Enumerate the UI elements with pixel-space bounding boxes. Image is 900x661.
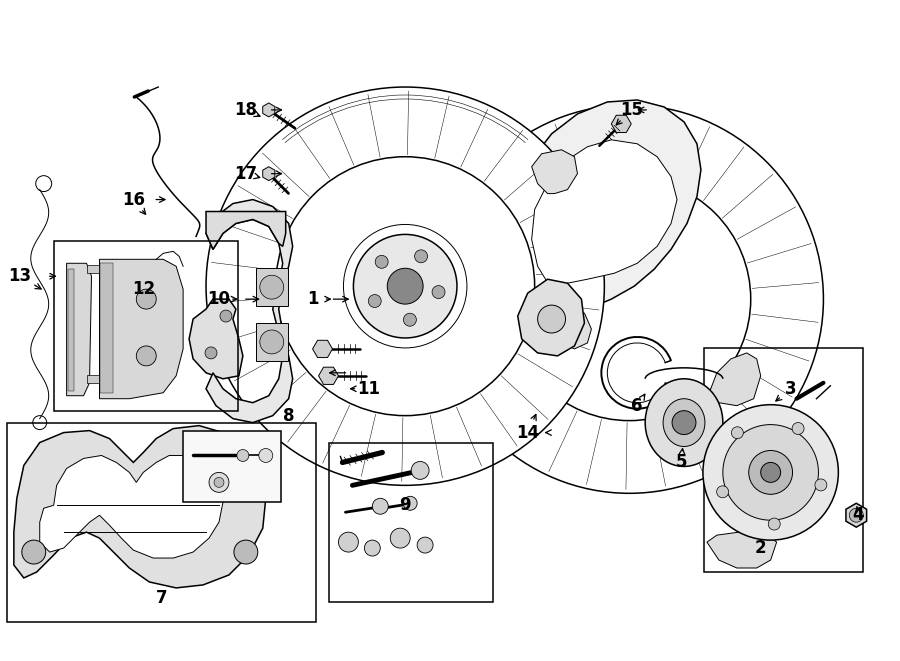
Text: 2: 2 (755, 539, 767, 557)
Circle shape (432, 286, 445, 299)
Bar (704, 348, 863, 572)
Polygon shape (804, 451, 836, 490)
Text: 11: 11 (356, 380, 380, 398)
Circle shape (749, 451, 793, 494)
Text: 6: 6 (632, 397, 643, 414)
Polygon shape (312, 340, 332, 358)
Circle shape (411, 461, 429, 479)
Circle shape (136, 346, 157, 366)
Circle shape (259, 449, 273, 463)
Text: 12: 12 (131, 280, 155, 298)
Circle shape (672, 410, 696, 434)
Polygon shape (206, 200, 292, 422)
Polygon shape (68, 269, 74, 391)
Text: 15: 15 (620, 101, 643, 119)
Circle shape (391, 528, 410, 548)
Circle shape (275, 157, 535, 416)
Polygon shape (101, 263, 113, 393)
Polygon shape (611, 115, 631, 132)
Bar (256, 268, 288, 306)
Text: 7: 7 (156, 589, 167, 607)
Text: 17: 17 (234, 165, 257, 182)
Circle shape (260, 275, 284, 299)
Text: 13: 13 (8, 267, 32, 286)
Bar (328, 442, 493, 602)
Circle shape (260, 330, 284, 354)
Circle shape (403, 496, 417, 510)
Circle shape (338, 532, 358, 552)
Circle shape (364, 540, 381, 556)
Polygon shape (263, 103, 274, 117)
Polygon shape (206, 212, 285, 249)
Polygon shape (706, 532, 777, 568)
Circle shape (237, 449, 248, 461)
Polygon shape (86, 375, 100, 383)
Circle shape (403, 313, 417, 326)
Circle shape (206, 87, 604, 485)
Bar (7, 422, 316, 622)
Text: 5: 5 (675, 453, 687, 471)
Circle shape (417, 537, 433, 553)
Bar (256, 323, 288, 361)
Polygon shape (100, 259, 183, 399)
Circle shape (373, 498, 388, 514)
Circle shape (234, 540, 257, 564)
Text: 9: 9 (400, 496, 411, 514)
Circle shape (537, 305, 565, 333)
Circle shape (136, 289, 157, 309)
Polygon shape (14, 426, 266, 588)
Circle shape (368, 295, 382, 307)
Bar (183, 430, 281, 502)
Circle shape (792, 422, 804, 434)
Circle shape (205, 347, 217, 359)
Text: 14: 14 (516, 424, 539, 442)
Polygon shape (512, 100, 701, 317)
Polygon shape (532, 150, 578, 194)
Circle shape (415, 250, 428, 263)
Text: 16: 16 (122, 190, 145, 209)
Polygon shape (706, 353, 760, 406)
Text: 4: 4 (852, 506, 864, 524)
Polygon shape (846, 503, 867, 527)
Circle shape (760, 463, 780, 483)
Text: 10: 10 (208, 290, 230, 308)
Circle shape (435, 105, 824, 493)
Polygon shape (554, 313, 591, 349)
Ellipse shape (663, 399, 705, 447)
Polygon shape (40, 455, 223, 558)
Circle shape (723, 424, 818, 520)
Circle shape (769, 518, 780, 530)
Circle shape (387, 268, 423, 304)
Circle shape (375, 255, 388, 268)
Circle shape (209, 473, 229, 492)
Circle shape (22, 540, 46, 564)
Polygon shape (518, 279, 584, 356)
Circle shape (814, 479, 827, 491)
Text: 3: 3 (785, 380, 796, 398)
Circle shape (354, 235, 457, 338)
Polygon shape (189, 299, 243, 379)
Text: 18: 18 (234, 101, 257, 119)
Polygon shape (86, 265, 100, 273)
Circle shape (703, 405, 839, 540)
Polygon shape (67, 263, 92, 396)
Bar (54, 241, 238, 410)
Circle shape (850, 508, 863, 522)
Circle shape (732, 427, 743, 439)
Polygon shape (263, 167, 274, 180)
Ellipse shape (645, 379, 723, 467)
Circle shape (716, 486, 729, 498)
Circle shape (214, 477, 224, 487)
Circle shape (220, 310, 232, 322)
Polygon shape (532, 140, 677, 289)
Text: 1: 1 (307, 290, 319, 308)
Circle shape (508, 178, 751, 420)
Polygon shape (319, 367, 338, 385)
Text: 8: 8 (283, 407, 294, 424)
